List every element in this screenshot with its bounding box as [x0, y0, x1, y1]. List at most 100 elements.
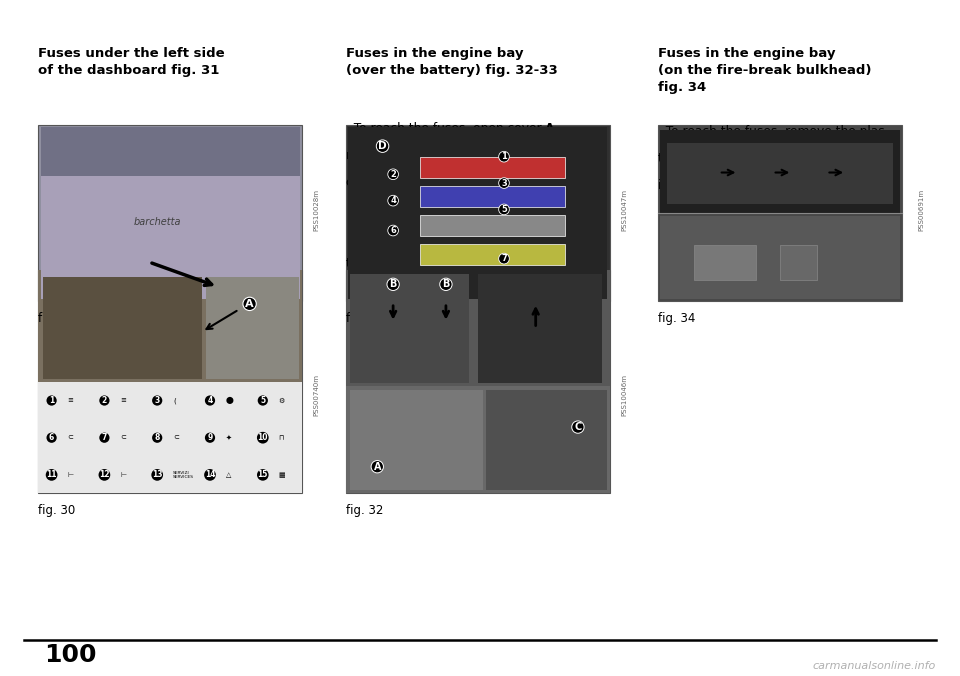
FancyBboxPatch shape [420, 243, 564, 265]
Text: PSS10028m: PSS10028m [314, 189, 320, 231]
Text: 8: 8 [155, 433, 160, 442]
Text: B: B [390, 279, 396, 289]
Text: △: △ [226, 472, 231, 478]
Text: PSS00691m: PSS00691m [919, 189, 924, 231]
Text: Fuses in the engine bay
(on the fire-break bulkhead)
fig. 34: Fuses in the engine bay (on the fire-bre… [658, 47, 871, 95]
Text: 3: 3 [155, 396, 159, 405]
Text: 15: 15 [257, 470, 268, 479]
Text: 6: 6 [49, 433, 54, 442]
Text: 4: 4 [390, 196, 396, 205]
Text: ⊢: ⊢ [120, 472, 127, 478]
Text: B: B [416, 149, 424, 162]
Text: ✦: ✦ [226, 435, 231, 441]
Text: D: D [378, 141, 387, 151]
Text: 7: 7 [102, 433, 108, 442]
Text: 7: 7 [501, 254, 507, 263]
Text: 100: 100 [44, 643, 96, 667]
Text: To reach the fuses, remove the plas-: To reach the fuses, remove the plas- [658, 125, 889, 138]
FancyBboxPatch shape [206, 277, 299, 379]
Text: To reach the fuses, open cover: To reach the fuses, open cover [346, 122, 545, 135]
Text: the fuses inside the fusebox.: the fuses inside the fusebox. [346, 257, 522, 270]
Text: ing screws.: ing screws. [658, 179, 727, 192]
Text: PSS10046m: PSS10046m [621, 375, 627, 416]
Text: ⊓: ⊓ [278, 435, 284, 441]
FancyBboxPatch shape [350, 390, 483, 490]
Text: ⊂: ⊂ [120, 435, 126, 441]
Text: (: ( [173, 397, 176, 404]
Text: fig. 31: fig. 31 [38, 312, 76, 324]
Text: PSS00740m: PSS00740m [314, 375, 320, 416]
Text: for removing: for removing [478, 230, 561, 243]
FancyBboxPatch shape [780, 245, 817, 280]
FancyBboxPatch shape [38, 270, 302, 382]
FancyBboxPatch shape [348, 127, 607, 299]
Text: 13: 13 [152, 470, 162, 479]
FancyBboxPatch shape [346, 270, 610, 493]
Text: ≡: ≡ [67, 397, 73, 404]
FancyBboxPatch shape [660, 216, 900, 299]
FancyBboxPatch shape [667, 143, 893, 204]
Text: 1: 1 [49, 396, 54, 405]
Text: tic cover by unscrewing the three fix-: tic cover by unscrewing the three fix- [658, 152, 887, 165]
FancyBboxPatch shape [41, 126, 300, 176]
Text: ⊂: ⊂ [173, 435, 179, 441]
Text: 1: 1 [501, 152, 507, 161]
FancyBboxPatch shape [420, 186, 564, 207]
Text: 5: 5 [260, 396, 265, 405]
Text: A: A [545, 122, 555, 135]
Text: C: C [452, 176, 461, 189]
FancyBboxPatch shape [486, 390, 607, 490]
Text: ,: , [555, 122, 559, 135]
FancyBboxPatch shape [478, 274, 602, 383]
Text: A: A [246, 299, 253, 309]
FancyBboxPatch shape [694, 245, 756, 280]
Text: 6: 6 [390, 226, 396, 235]
Text: Fuses in the engine bay
(over the battery) fig. 32-33: Fuses in the engine bay (over the batter… [346, 47, 558, 77]
Text: PSS10047m: PSS10047m [621, 189, 627, 231]
Text: 14: 14 [204, 470, 215, 479]
Text: B: B [443, 279, 449, 289]
Text: 3: 3 [501, 178, 507, 187]
FancyBboxPatch shape [346, 387, 610, 493]
FancyBboxPatch shape [346, 125, 610, 301]
FancyBboxPatch shape [350, 274, 469, 383]
Text: move clips: move clips [346, 149, 416, 162]
Text: 11: 11 [46, 470, 57, 479]
Text: barchetta: barchetta [133, 217, 180, 226]
Text: 2: 2 [390, 170, 396, 178]
FancyBboxPatch shape [38, 270, 302, 493]
Text: Fuses under the left side
of the dashboard fig. 31: Fuses under the left side of the dashboa… [38, 47, 225, 77]
FancyBboxPatch shape [660, 130, 900, 213]
Text: D: D [468, 230, 478, 243]
Text: C: C [574, 422, 582, 432]
FancyBboxPatch shape [41, 176, 300, 299]
Text: 10: 10 [257, 433, 268, 442]
Text: 9: 9 [207, 433, 212, 442]
Text: fig. 34: fig. 34 [658, 312, 695, 324]
FancyBboxPatch shape [658, 125, 902, 301]
Text: 5: 5 [501, 205, 507, 214]
Text: fig. 30: fig. 30 [38, 504, 76, 517]
Text: clipped-on cover: clipped-on cover [346, 176, 452, 189]
Text: fig. 33: fig. 33 [346, 312, 383, 324]
Text: 2: 2 [102, 396, 107, 405]
FancyBboxPatch shape [420, 157, 564, 178]
FancyBboxPatch shape [420, 215, 564, 236]
Text: .: . [461, 176, 465, 189]
Text: SERVIZI
SERVICES: SERVIZI SERVICES [173, 470, 194, 479]
FancyBboxPatch shape [38, 382, 302, 493]
Text: fig. 32: fig. 32 [346, 504, 383, 517]
Text: A: A [373, 462, 381, 472]
Text: ⊂: ⊂ [67, 435, 73, 441]
Text: ▦: ▦ [278, 472, 285, 478]
Text: carmanualsonline.info: carmanualsonline.info [813, 660, 936, 671]
Text: forwards and open the: forwards and open the [424, 149, 567, 162]
Text: ≡: ≡ [120, 397, 126, 404]
Text: You will find tongs: You will find tongs [346, 230, 468, 243]
FancyBboxPatch shape [346, 270, 610, 387]
Text: ⬤: ⬤ [226, 397, 233, 404]
Text: 12: 12 [99, 470, 109, 479]
Text: 4: 4 [207, 396, 212, 405]
FancyBboxPatch shape [43, 277, 202, 379]
Text: ⊢: ⊢ [67, 472, 74, 478]
